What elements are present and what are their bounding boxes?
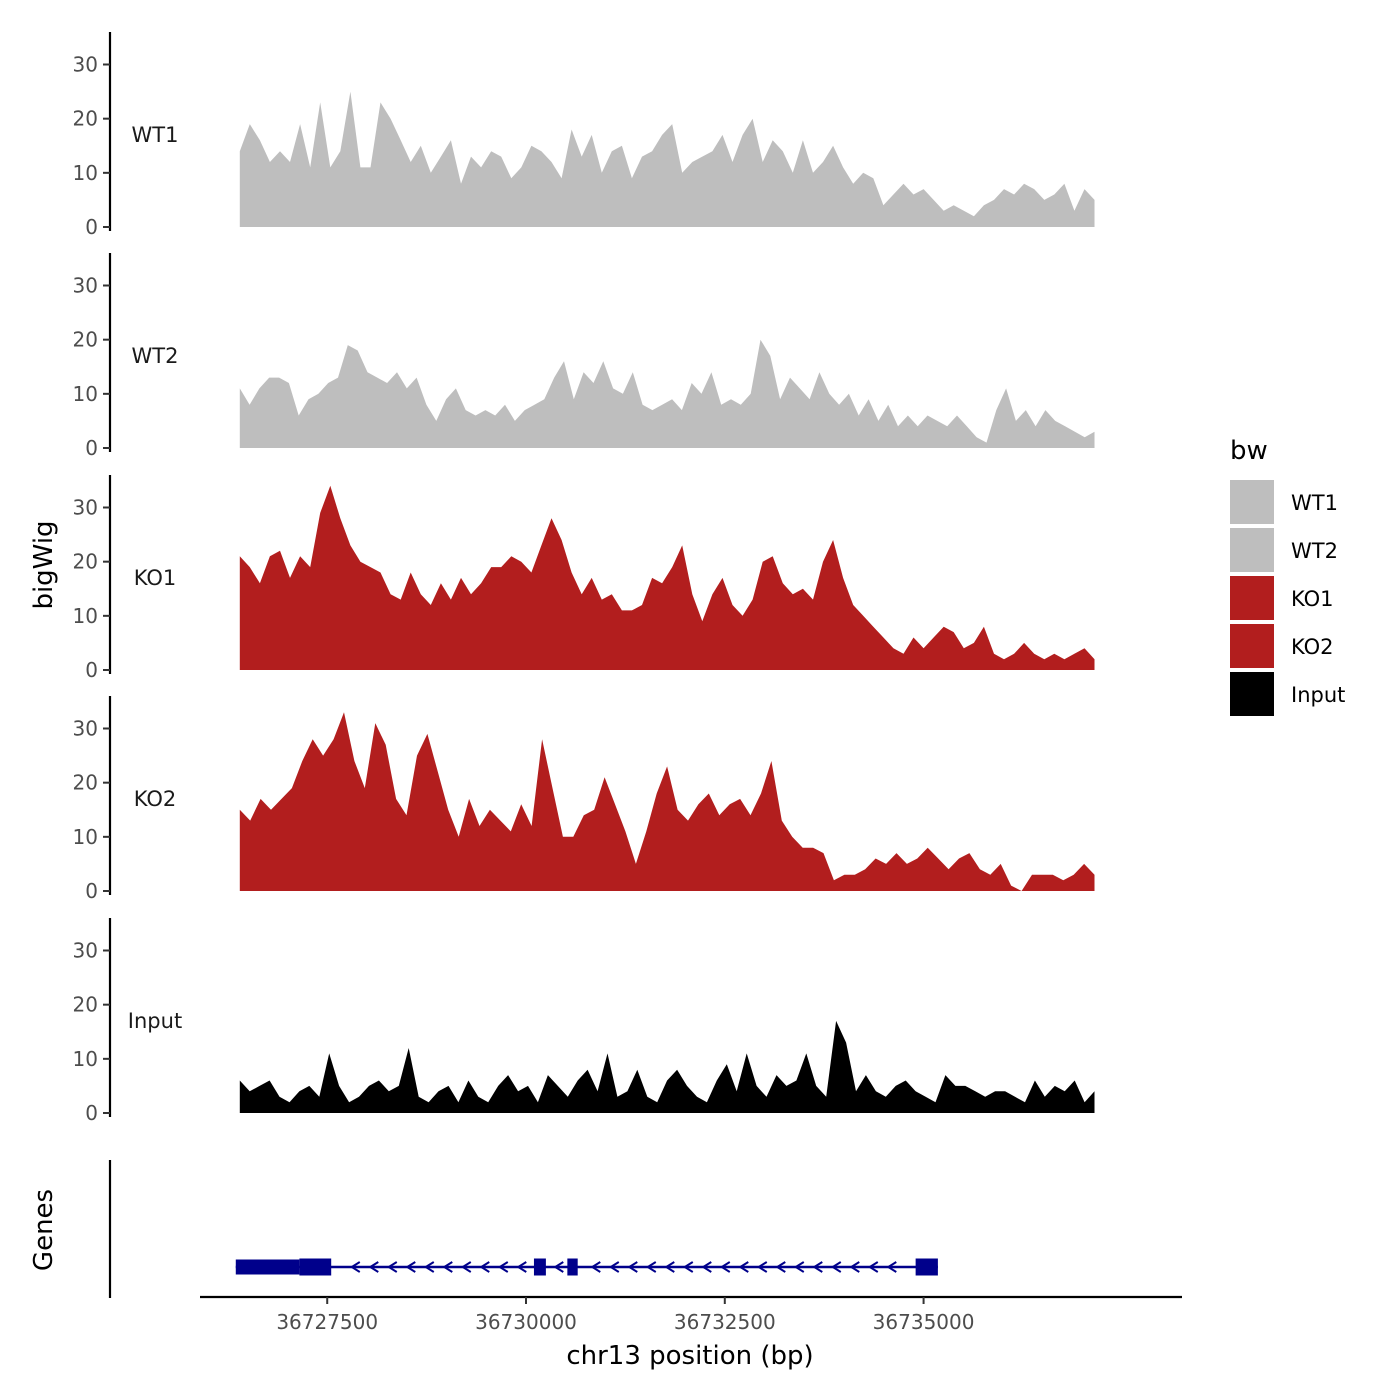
coverage-area-ko2 — [239, 712, 1095, 891]
strand-arrow — [497, 1261, 509, 1273]
track-label-ko2: KO2 — [134, 787, 177, 811]
strand-arrow — [553, 1261, 564, 1273]
legend-key-input — [1230, 672, 1274, 716]
y-tick-label: 30 — [73, 274, 98, 298]
y-axis-title: bigWig — [29, 520, 59, 609]
x-tick-label: 36735000 — [873, 1310, 975, 1334]
y-tick-label: 10 — [73, 604, 98, 628]
coverage-area-wt1 — [239, 91, 1095, 227]
strand-arrow — [386, 1261, 398, 1273]
legend-key-wt1 — [1230, 480, 1274, 524]
track-input: 0 10 20 30 Input — [73, 918, 1095, 1125]
strand-arrow — [460, 1261, 472, 1273]
y-tick-label: 30 — [73, 717, 98, 741]
strand-arrow — [516, 1261, 527, 1273]
y-tick-label: 20 — [73, 550, 98, 574]
y-tick-label: 10 — [73, 1047, 98, 1071]
strand-arrow — [442, 1261, 453, 1273]
track-label-ko1: KO1 — [134, 566, 177, 590]
y-tick-label: 20 — [73, 107, 98, 131]
bigwig-tracks: 0 10 20 30 WT1 0 10 20 30 WT2 0 10 20 30 KO1 0 10 20 30 KO2… — [73, 32, 1095, 1125]
track-label-wt2: WT2 — [132, 344, 179, 368]
y-tick-label: 30 — [73, 53, 98, 77]
track-ko1: 0 10 20 30 KO1 — [73, 475, 1095, 682]
track-wt2: 0 10 20 30 WT2 — [73, 253, 1095, 460]
strand-arrow — [775, 1261, 786, 1273]
x-axis-title: chr13 position (bp) — [566, 1341, 813, 1371]
coverage-area-input — [239, 1020, 1095, 1113]
strand-arrow — [423, 1261, 435, 1273]
y-tick-label: 10 — [73, 382, 98, 406]
strand-arrow — [368, 1261, 379, 1273]
strand-arrow — [756, 1261, 768, 1273]
y-tick-label: 20 — [73, 328, 98, 352]
track-wt1: 0 10 20 30 WT1 — [73, 32, 1095, 239]
track-ko2: 0 10 20 30 KO2 — [73, 696, 1095, 903]
x-axis: 36727500 36730000 36732500 36735000 — [200, 1295, 1182, 1334]
strand-arrow — [349, 1261, 361, 1273]
y-tick-label: 30 — [73, 496, 98, 520]
exon-block — [235, 1259, 300, 1275]
strand-arrow — [479, 1261, 490, 1273]
legend-label-ko1: KO1 — [1291, 587, 1334, 611]
legend-key-ko2 — [1230, 624, 1274, 668]
legend-title: bw — [1230, 436, 1268, 466]
genes-axis-title: Genes — [29, 1189, 59, 1271]
y-tick-label: 0 — [85, 658, 98, 682]
x-tick-label: 36732500 — [674, 1310, 776, 1334]
y-tick-label: 0 — [85, 436, 98, 460]
strand-arrow — [830, 1261, 842, 1273]
exon-block — [567, 1258, 578, 1276]
y-tick-label: 10 — [73, 161, 98, 185]
strand-arrow — [701, 1261, 712, 1273]
strand-arrow — [664, 1261, 675, 1273]
strand-arrow — [627, 1261, 638, 1273]
y-tick-label: 30 — [73, 939, 98, 963]
y-tick-label: 0 — [85, 1101, 98, 1125]
y-tick-label: 20 — [73, 993, 98, 1017]
legend-label-wt2: WT2 — [1291, 539, 1338, 563]
strand-arrow — [719, 1261, 731, 1273]
y-tick-label: 0 — [85, 215, 98, 239]
x-tick-label: 36730000 — [475, 1310, 577, 1334]
coverage-area-wt2 — [239, 339, 1095, 448]
strand-arrow — [590, 1261, 601, 1273]
strand-arrow — [682, 1261, 694, 1273]
strand-arrow — [812, 1261, 823, 1273]
gene-panel: Nrn1 — [108, 1160, 938, 1298]
strand-arrow — [608, 1261, 620, 1273]
strand-arrow — [886, 1261, 897, 1273]
track-label-wt1: WT1 — [132, 123, 179, 147]
y-tick-label: 0 — [85, 879, 98, 903]
legend-label-ko2: KO2 — [1291, 635, 1334, 659]
y-tick-label: 20 — [73, 771, 98, 795]
exon-block — [533, 1258, 546, 1276]
strand-arrow — [849, 1261, 860, 1273]
legend-key-ko1 — [1230, 576, 1274, 620]
y-tick-label: 10 — [73, 825, 98, 849]
legend-key-wt2 — [1230, 528, 1274, 572]
strand-arrow — [738, 1261, 749, 1273]
legend-label-input: Input — [1291, 683, 1345, 707]
track-label-input: Input — [128, 1009, 182, 1033]
strand-arrow — [645, 1261, 657, 1273]
legend: bw WT1 WT2 KO1 KO2 Input — [1230, 436, 1345, 716]
strand-arrow — [405, 1261, 416, 1273]
legend-label-wt1: WT1 — [1291, 491, 1338, 515]
strand-arrow — [867, 1261, 879, 1273]
exon-block — [915, 1258, 938, 1276]
exon-block — [299, 1258, 332, 1276]
coverage-area-ko1 — [239, 485, 1095, 670]
strand-arrow — [793, 1261, 805, 1273]
x-tick-label: 36727500 — [276, 1310, 378, 1334]
